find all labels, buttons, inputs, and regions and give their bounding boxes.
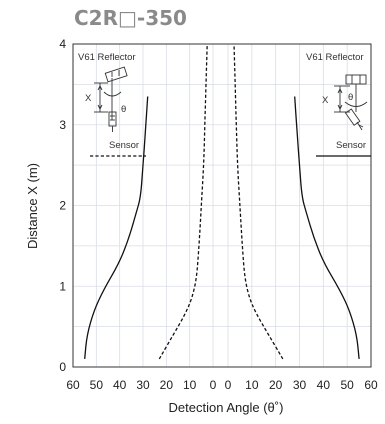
inset-left: V61 Reflector X θ Sensor [78,52,146,157]
series-line-2 [158,43,208,360]
inset-right-title: V61 Reflector [306,52,364,63]
angle-arc [103,91,122,97]
x-axis-label: Detection Angle (θ˚) [169,400,284,415]
x-tick-label: 60 [364,378,378,392]
inset-left-angle-label: θ [121,104,126,115]
reflector-icon [104,66,128,83]
y-tick-label: 2 [59,199,66,213]
chart-title: C2R□-350 [74,6,187,30]
sensor-icon [108,111,117,132]
x-tick-label: 0 [225,378,232,392]
inset-left-x-label: X [85,93,92,104]
series-line-3 [233,43,284,360]
x-tick-label: 0 [210,378,217,392]
y-tick-label: 0 [59,360,66,374]
series-line-1 [294,96,360,359]
inset-left-title: V61 Reflector [78,52,136,63]
y-tick-label: 1 [59,279,66,293]
x-tick-label: 30 [136,378,150,392]
y-tick-label: 3 [59,118,66,132]
sensor-icon [344,108,364,131]
y-axis-label: Distance X (m) [25,163,40,249]
x-tick-label: 50 [90,378,104,392]
x-tick-labels: 60 50 40 30 20 10 0 0 10 20 30 40 50 60 [66,378,378,392]
grid-lines [72,43,372,368]
x-tick-label: 10 [245,378,259,392]
y-tick-label: 4 [59,37,66,51]
x-tick-label: 20 [160,378,174,392]
y-tick-labels: 0 1 2 3 4 [59,37,66,374]
reflector-icon [345,74,367,85]
x-tick-label: 30 [293,378,307,392]
x-tick-label: 40 [113,378,127,392]
x-tick-label: 10 [183,378,197,392]
x-tick-label: 40 [317,378,331,392]
inset-right-x-label: X [322,95,329,106]
inset-left-legend-label: Sensor [109,140,139,151]
x-tick-label: 20 [269,378,283,392]
x-tick-label: 50 [340,378,354,392]
angle-arc [344,101,368,107]
inset-right: V61 Reflector X θ Sensor [306,52,371,157]
inset-right-angle-label: θ [348,92,353,103]
x-tick-label: 60 [66,378,80,392]
plot-frame [72,43,372,368]
series-line-0 [84,96,149,359]
series-group [84,43,360,360]
inset-right-legend-label: Sensor [336,140,366,151]
